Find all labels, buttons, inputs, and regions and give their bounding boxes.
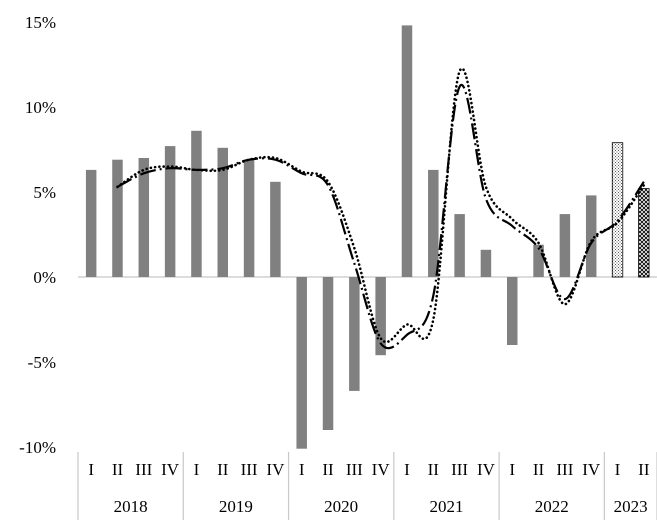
quarter-label: IV xyxy=(266,460,285,479)
year-label: 2019 xyxy=(219,497,253,516)
bar-14 xyxy=(454,214,465,277)
quarter-label: II xyxy=(428,460,440,479)
bar-15 xyxy=(480,249,492,277)
year-label: 2023 xyxy=(614,497,648,516)
bar-20 xyxy=(611,142,624,278)
bar-17 xyxy=(533,244,544,277)
bar-9 xyxy=(322,277,334,430)
quarter-label: I xyxy=(404,460,410,479)
y-tick-label: 15% xyxy=(25,13,56,32)
axis-layer xyxy=(77,276,657,520)
bar-16 xyxy=(507,277,518,345)
y-tick-label: 5% xyxy=(33,183,56,202)
y-tick-label: 10% xyxy=(25,98,56,117)
bar-12 xyxy=(401,25,413,278)
lines-layer xyxy=(116,67,646,350)
bar-10 xyxy=(349,277,360,391)
y-tick-label: -10% xyxy=(19,438,56,457)
quarter-label: IV xyxy=(161,460,180,479)
bar-21 xyxy=(638,188,650,278)
bar-3 xyxy=(164,146,176,277)
quarter-label: I xyxy=(299,460,305,479)
line-series-dash-dot xyxy=(116,83,645,350)
y-tick-label: 0% xyxy=(33,268,56,287)
quarter-label: I xyxy=(194,460,200,479)
year-label: 2022 xyxy=(535,497,569,516)
quarter-label: I xyxy=(88,460,94,479)
quarter-label: IV xyxy=(477,460,496,479)
bar-13 xyxy=(428,169,439,277)
quarter-label: III xyxy=(241,460,258,479)
quarter-label: IV xyxy=(582,460,601,479)
bar-7 xyxy=(270,181,281,277)
bar-0 xyxy=(85,169,97,277)
y-tick-label: -5% xyxy=(28,353,56,372)
quarter-label: II xyxy=(217,460,229,479)
bar-4 xyxy=(191,130,202,277)
quarter-label: I xyxy=(509,460,515,479)
quarter-label: I xyxy=(615,460,621,479)
quarter-label: II xyxy=(638,460,650,479)
labels-layer: 15%10%5%0%-5%-10%I II III IV I II III IV I II III I… xyxy=(19,13,650,516)
quarter-label: III xyxy=(451,460,468,479)
bar-8 xyxy=(296,277,307,449)
quarter-label: II xyxy=(533,460,545,479)
quarter-label: III xyxy=(135,460,152,479)
bar-11 xyxy=(375,277,386,356)
bar-6 xyxy=(243,159,255,277)
bar-18 xyxy=(559,214,571,277)
bar-19 xyxy=(585,195,597,277)
bar-2 xyxy=(138,158,150,277)
bar-1 xyxy=(112,159,123,277)
bars-layer xyxy=(85,25,650,449)
year-label: 2021 xyxy=(429,497,463,516)
quarter-label: II xyxy=(322,460,334,479)
quarter-label: IV xyxy=(372,460,391,479)
line-series-dotted xyxy=(116,67,646,344)
bar-5 xyxy=(217,147,228,277)
quarter-label: III xyxy=(556,460,573,479)
year-label: 2020 xyxy=(324,497,358,516)
quarter-label: II xyxy=(112,460,124,479)
year-label: 2018 xyxy=(114,497,148,516)
quarter-label: III xyxy=(346,460,363,479)
